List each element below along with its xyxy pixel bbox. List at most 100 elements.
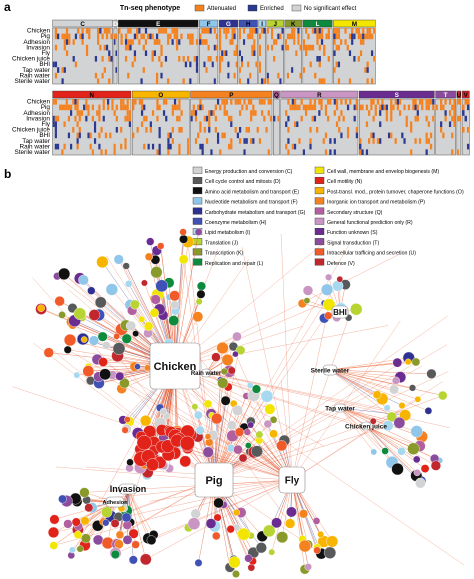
heatmap-cell [318,56,321,62]
network-edge [127,488,152,541]
row-label: Invasion [26,115,50,122]
gene-node [298,509,309,519]
heatmap-cell [291,143,294,150]
gene-node [146,535,157,546]
heatmap-cell [153,50,156,56]
heatmap-cell [63,44,66,51]
heatmap-cell [187,143,190,150]
heatmap-cell [252,138,255,144]
heatmap-cell [385,104,388,111]
heatmap-cell [199,143,202,150]
network-edge [339,407,374,453]
heatmap-cell [372,138,375,144]
heatmap-cell [302,39,306,45]
heatmap-cell [54,44,58,51]
heatmap-cell [158,56,161,62]
cog-swatch [314,248,325,256]
heatmap-cell [316,28,319,34]
cog-legend-label: Post-transl. mod., protein turnover, cha… [327,189,464,195]
heatmap-cell [227,143,231,150]
hub-label: Adhesion [102,500,128,506]
category-label-M: M [352,21,357,28]
gene-node [71,517,81,527]
heatmap-cell [421,104,424,111]
heatmap-cell [221,50,224,56]
heatmap-cell [225,28,228,34]
heatmap-cell [205,39,208,45]
heatmap-cell [63,104,66,111]
category-header-L [302,19,333,28]
heatmap-cell [178,115,181,122]
heatmap-cell [250,138,253,144]
gene-node [235,345,246,355]
heatmap-cell [448,121,452,127]
heatmap-cell [219,44,222,51]
heatmap-cell [240,61,244,68]
heatmap-cell [277,72,280,79]
category-label-E: E [156,21,160,28]
heatmap-cell [205,28,208,34]
heatmap-cell [111,99,114,105]
heatmap-cell [115,33,118,40]
heatmap-cell [453,115,456,122]
heatmap-cell [209,56,212,62]
heatmap-cell [233,50,236,56]
heatmap-cell [365,149,369,155]
heatmap-cell [374,104,377,111]
heatmap-cell [251,28,254,34]
heatmap-cell [394,99,397,105]
heatmap-cell [249,33,252,40]
heatmap-cell [138,28,141,34]
heatmap-cell [140,33,143,40]
heatmap-cell [68,33,71,40]
heatmap-cell [297,39,300,45]
heatmap-cell [318,110,321,116]
gene-node [245,442,252,449]
heatmap-cell [250,110,253,116]
gene-node [113,254,124,265]
gene-node [84,503,94,513]
heatmap-cell [115,50,118,56]
row-label: Sterile water [14,78,50,85]
heatmap-cell [258,138,262,144]
heatmap-cell [261,99,264,105]
heatmap-cell [233,28,236,34]
heatmap-cell [412,104,415,111]
legend-swatch-enriched [247,4,258,12]
heatmap-cell [302,44,306,51]
heatmap-cell [344,99,347,105]
heatmap-cell [109,132,112,139]
heatmap-cell [195,67,199,73]
gene-node [410,425,423,438]
heatmap-cell [81,39,84,45]
cog-swatch [314,187,325,195]
heatmap-cell [318,78,321,84]
heatmap-cell [368,110,371,116]
gene-node [80,516,90,526]
heatmap-cell [359,149,362,155]
heatmap-cell [134,99,137,105]
heatmap-cell [102,104,105,111]
heatmap-cell [392,104,395,111]
gene-node [227,366,236,375]
cog-swatch [192,207,203,215]
gene-node [112,342,126,355]
heatmap-cell [219,28,222,34]
gene-node [76,545,84,553]
heatmap-cell [251,44,254,51]
gene-node [326,535,339,548]
heatmap-cell [63,121,66,127]
hub-adhesion: Adhesion [102,496,128,508]
network-edge [235,354,293,481]
heatmap-cell [173,33,176,40]
heatmap-cell [311,104,314,111]
heatmap-cell [425,104,428,111]
heatmap-cell [340,39,343,45]
heatmap-cell [124,115,127,122]
heatmap-cell [245,138,248,144]
heatmap-cell [97,78,100,84]
heatmap-cell [323,50,326,56]
heatmap-cell [286,44,289,51]
network-edge [151,479,293,541]
